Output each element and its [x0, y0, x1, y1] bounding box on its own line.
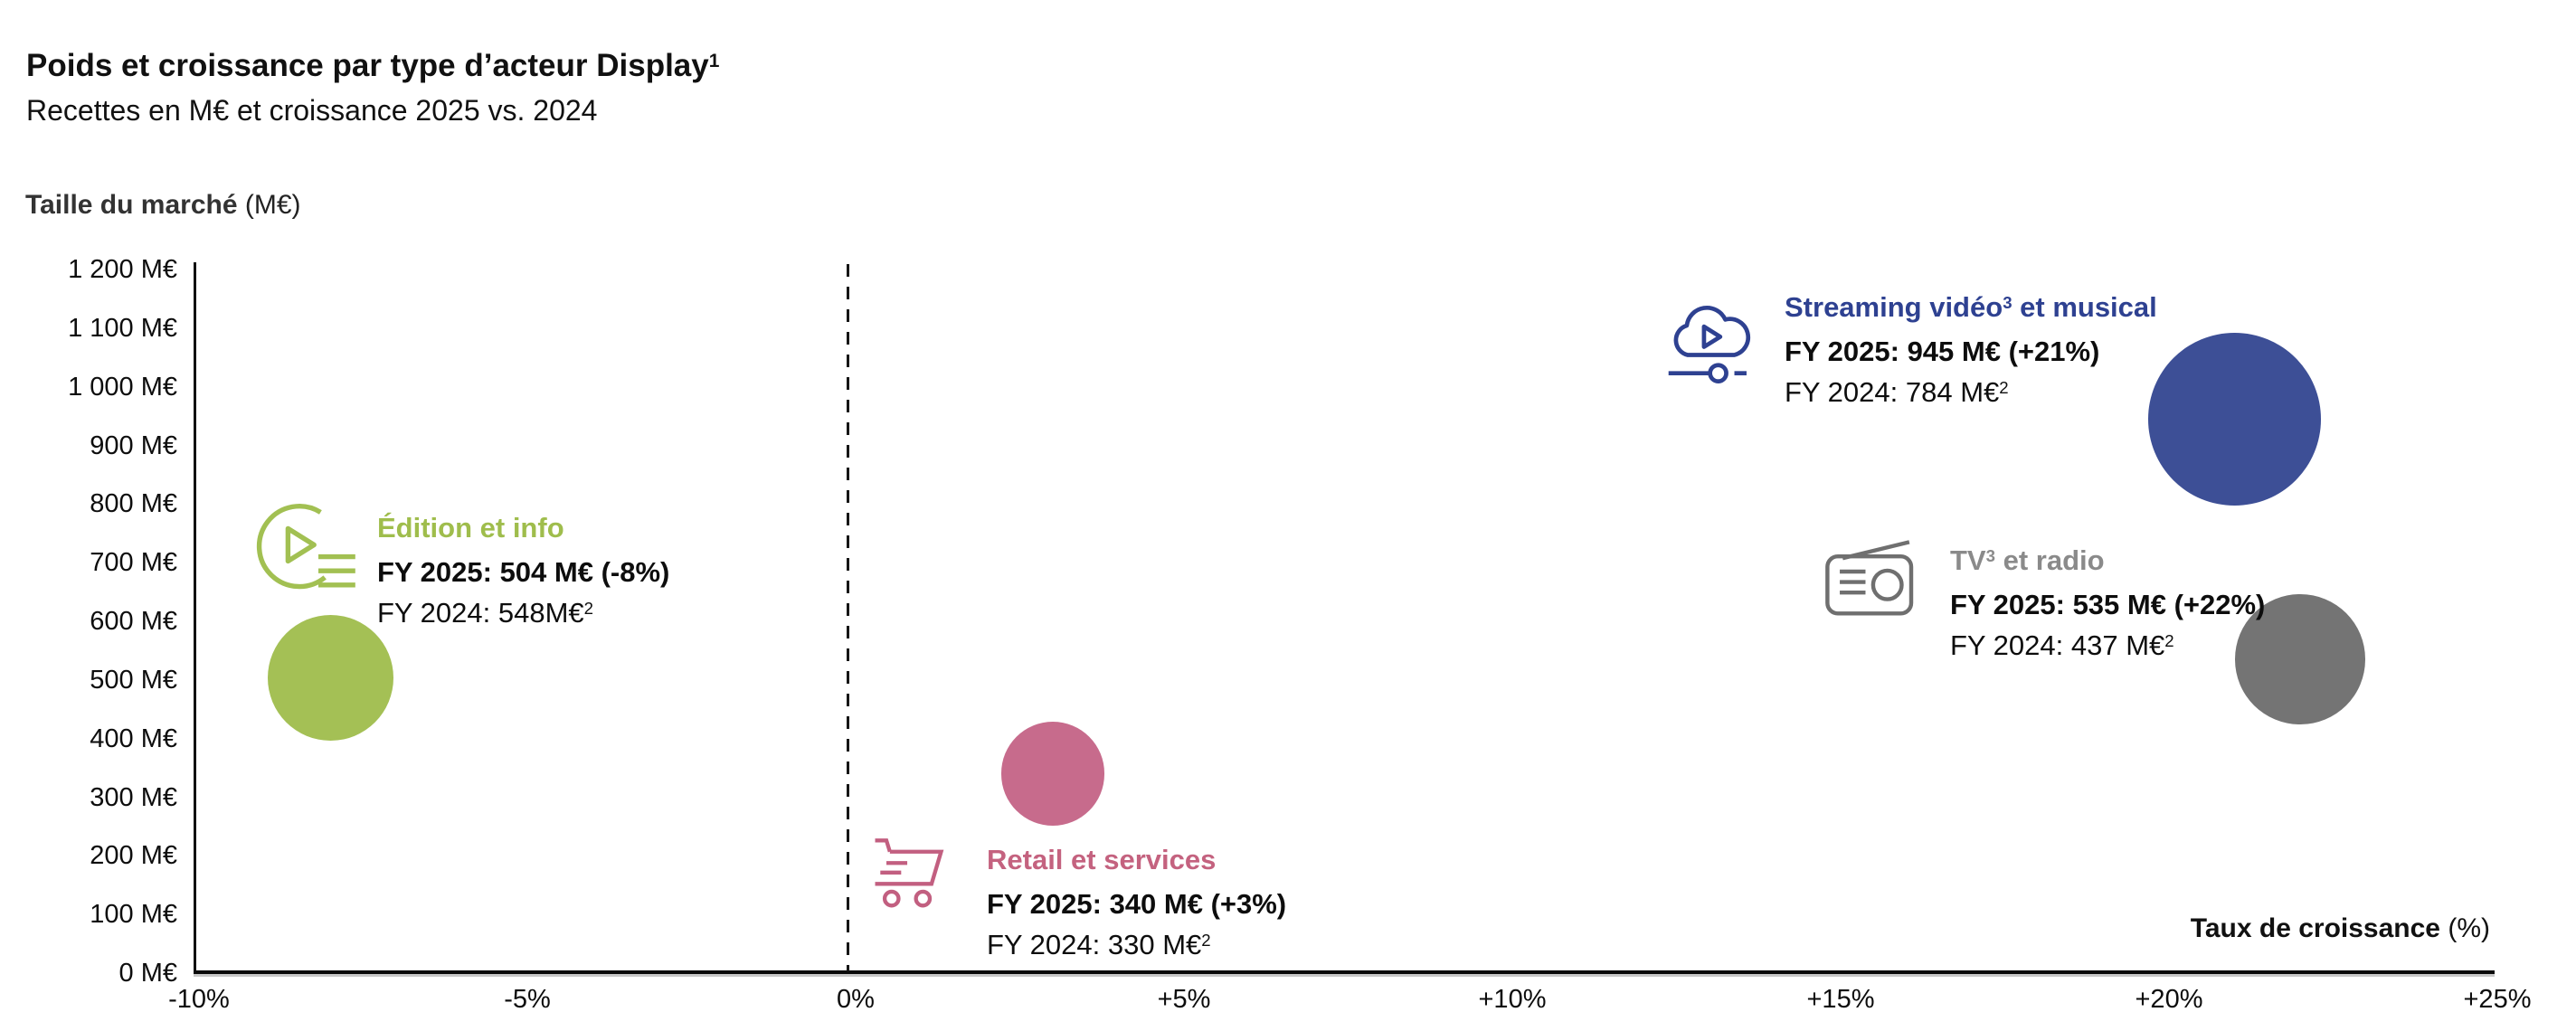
category-label: Retail et services: [987, 844, 1217, 875]
x-tick-label: +20%: [2135, 985, 2203, 1014]
zero-growth-dashed-line: [847, 264, 849, 971]
fy2024-value: FY 2024: 784 M€2: [1785, 376, 2009, 408]
media-playlist-icon: [253, 498, 362, 609]
y-tick-label: 0 M€: [118, 959, 177, 988]
shopping-cart-icon: [865, 825, 952, 912]
page-title-footnote-marker: 1: [708, 50, 720, 71]
bubble-streaming-video-musical: [2148, 333, 2321, 506]
page-title-text: Poids et croissance par type d’acteur Di…: [26, 48, 709, 83]
page-title: Poids et croissance par type d’acteur Di…: [26, 45, 719, 91]
fy2024-value: FY 2024: 548M€2: [377, 597, 593, 629]
y-tick-label: 1 200 M€: [68, 255, 177, 284]
x-axis-title: Taux de croissance (%): [2191, 913, 2490, 944]
x-axis-line: [194, 970, 2495, 974]
fy2025-value: FY 2025: 535 M€ (+22%): [1950, 589, 2266, 620]
x-tick-label: +5%: [1157, 985, 1211, 1014]
fy2024-value: FY 2024: 437 M€2: [1950, 629, 2174, 661]
x-tick-label: +15%: [1806, 985, 1875, 1014]
cloud-streaming-icon: [1662, 292, 1764, 401]
label-streaming-video-musical: Streaming vidéo3 et musical FY 2025: 945…: [1785, 287, 2157, 416]
x-axis-title-unit: (%): [2440, 913, 2490, 943]
y-tick-label: 600 M€: [90, 607, 177, 636]
bubble-retail-et-services: [1000, 722, 1104, 826]
y-axis-title: Taille du marché (M€): [25, 190, 301, 221]
y-axis-line: [194, 262, 196, 974]
fy2025-value: FY 2025: 504 M€ (-8%): [377, 556, 670, 588]
x-axis-title-text: Taux de croissance: [2190, 913, 2440, 943]
fy2025-value: FY 2025: 340 M€ (+3%): [987, 888, 1287, 920]
bubble-tv-et-radio: [2235, 594, 2365, 724]
y-axis-title-unit: (M€): [237, 190, 301, 220]
page-subtitle: Recettes en M€ et croissance 2025 vs. 20…: [26, 94, 598, 127]
y-tick-label: 700 M€: [90, 548, 177, 578]
category-label: TV3 et radio: [1950, 544, 2105, 576]
y-tick-label: 400 M€: [90, 724, 177, 753]
y-tick-label: 300 M€: [90, 782, 177, 812]
label-edition-et-info: Édition et info FY 2025: 504 M€ (-8%) FY…: [377, 507, 669, 637]
y-axis-title-text: Taille du marché: [25, 190, 238, 220]
y-tick-label: 100 M€: [90, 900, 177, 930]
y-tick-label: 800 M€: [90, 489, 177, 519]
y-tick-label: 500 M€: [90, 665, 177, 695]
label-retail-et-services: Retail et services FY 2025: 340 M€ (+3%)…: [987, 839, 1286, 969]
y-tick-label: 1 100 M€: [68, 313, 177, 343]
x-tick-label: 0%: [837, 985, 875, 1014]
category-label: Édition et info: [377, 512, 564, 544]
label-tv-et-radio: TV3 et radio FY 2025: 535 M€ (+22%) FY 2…: [1950, 540, 2265, 669]
x-tick-label: +10%: [1478, 985, 1547, 1014]
x-tick-label: +25%: [2463, 985, 2532, 1014]
bubble-edition-et-info: [267, 614, 393, 741]
y-tick-label: 1 000 M€: [68, 372, 177, 402]
x-tick-label: -5%: [504, 985, 551, 1014]
y-tick-label: 200 M€: [90, 841, 177, 871]
category-label: Streaming vidéo3 et musical: [1785, 291, 2157, 323]
header: Poids et croissance par type d’acteur Di…: [26, 45, 719, 129]
fy2024-value: FY 2024: 330 M€2: [987, 929, 1211, 960]
y-tick-label: 900 M€: [90, 430, 177, 460]
x-tick-label: -10%: [168, 985, 230, 1014]
radio-icon: [1822, 535, 1928, 626]
fy2025-value: FY 2025: 945 M€ (+21%): [1785, 336, 2100, 367]
